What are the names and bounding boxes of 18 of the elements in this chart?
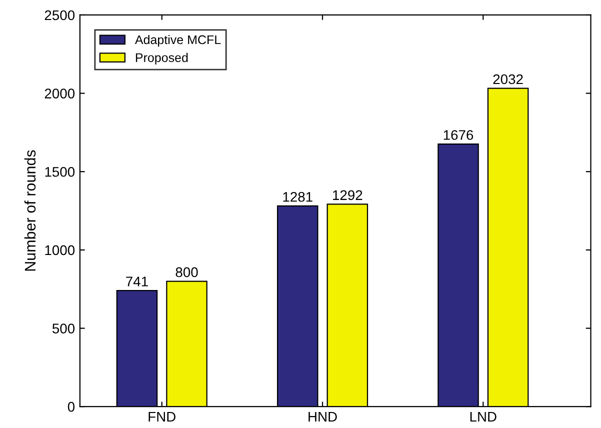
y-tick-label: 2000 [44, 88, 75, 98]
data-label: 800 [176, 267, 198, 278]
y-tick-label: 0 [68, 402, 75, 412]
y-tick-label: 2500 [44, 10, 75, 20]
x-tick-label: FND [148, 412, 176, 422]
y-axis-title: Number of rounds [24, 150, 36, 271]
y-tick-label: 1000 [45, 245, 75, 256]
data-label: 741 [126, 276, 148, 286]
data-label: 1676 [444, 130, 474, 140]
y-tick-label: 500 [52, 324, 75, 334]
legend-label: Proposed [136, 52, 188, 65]
x-tick-label: LND [470, 412, 496, 422]
data-label: 1292 [333, 190, 362, 200]
y-tick-label: 1500 [45, 166, 75, 177]
x-tick-label: HND [308, 412, 337, 422]
legend-label: Adaptive MCFL [134, 34, 221, 47]
data-label: 2032 [493, 74, 523, 84]
data-label: 1281 [283, 192, 312, 202]
